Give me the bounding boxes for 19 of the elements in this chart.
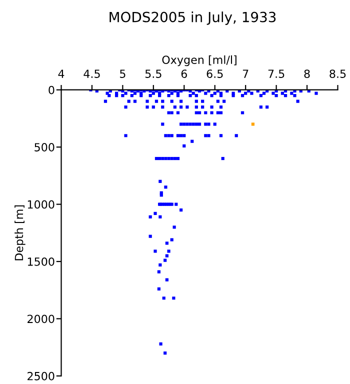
x-tick-label: 8.5 <box>330 70 346 78</box>
y-tick-label: 0 <box>48 86 54 94</box>
x-tick-label: 4 <box>58 70 64 78</box>
y-tick-label: 1500 <box>28 257 54 266</box>
x-tick-label: 6 <box>181 70 187 78</box>
y-tick-label: 500 <box>34 143 54 152</box>
x-tick-label: 8 <box>304 70 310 78</box>
y-tick-label: 1000 <box>28 200 54 209</box>
x-tick-label: 5.5 <box>145 70 162 78</box>
x-axis-title: Oxygen [ml/l] <box>162 55 236 66</box>
x-tick-label: 4.5 <box>84 70 100 78</box>
y-tick-label: 2000 <box>28 314 54 324</box>
y-axis-title: Depth [m] <box>14 205 26 260</box>
x-tick-label: 7 <box>242 70 248 78</box>
x-tick-label: 6.5 <box>206 70 223 78</box>
chart-title: MODS2005 in July, 1933 <box>110 12 276 25</box>
x-tick-label: 5 <box>120 70 126 78</box>
x-tick-label: 7.5 <box>268 70 284 78</box>
y-tick-label: 2500 <box>28 372 54 380</box>
